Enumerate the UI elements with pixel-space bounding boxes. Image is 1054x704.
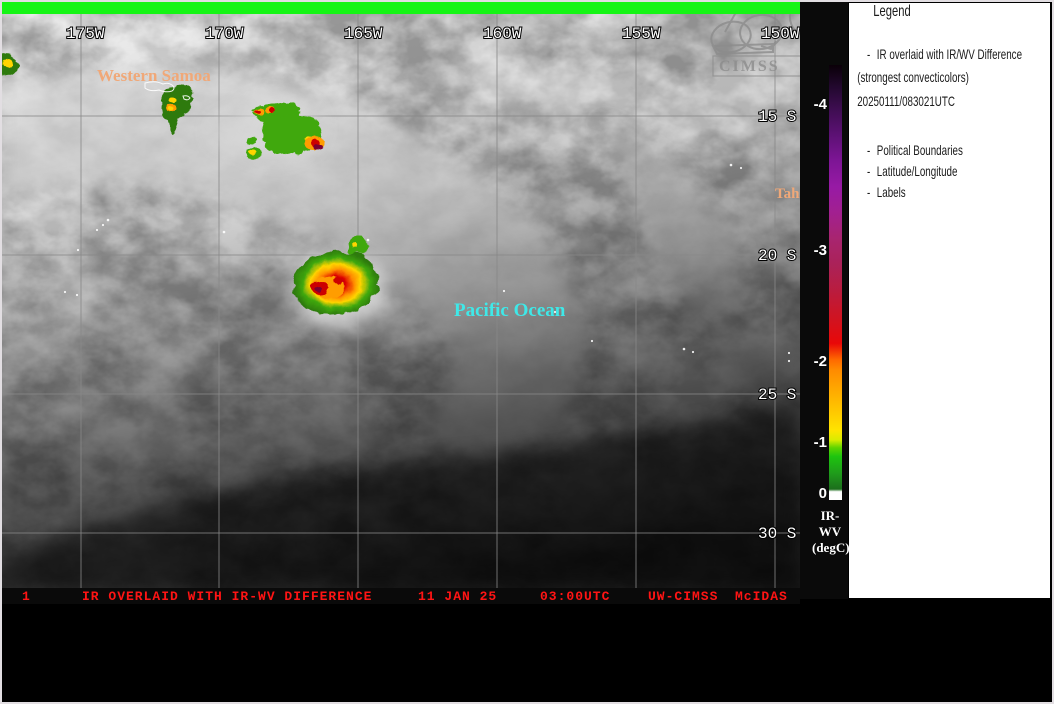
- svg-text:CIMSS: CIMSS: [719, 58, 780, 75]
